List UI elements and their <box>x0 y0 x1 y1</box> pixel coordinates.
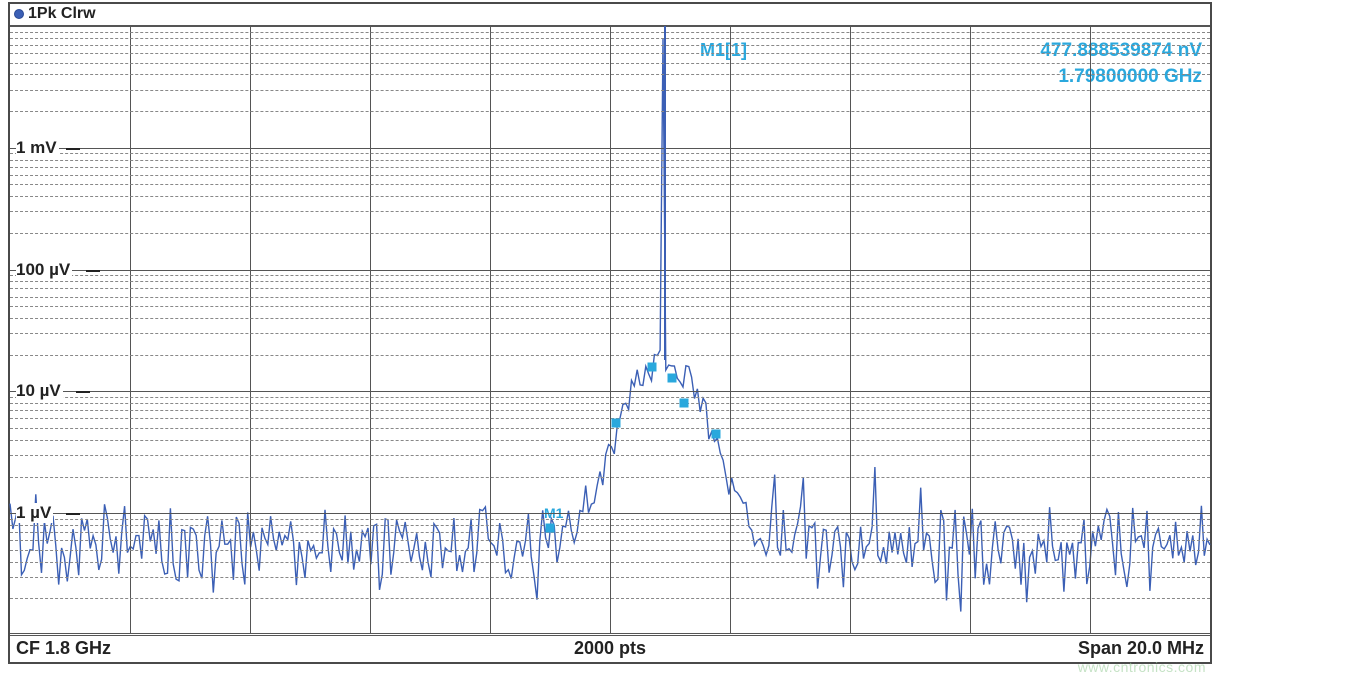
gridline-horizontal-minor <box>10 577 1210 578</box>
gridline-horizontal-minor <box>10 550 1210 551</box>
watermark: www.cntronics.com <box>1078 659 1206 675</box>
marker-point <box>546 524 555 533</box>
y-axis-label: 10 µV <box>16 381 63 401</box>
gridline-horizontal-minor <box>10 281 1210 282</box>
gridline-horizontal-minor <box>10 63 1210 64</box>
trace-header: 1Pk Clrw <box>10 4 1210 24</box>
gridline-horizontal-minor <box>10 333 1210 334</box>
gridline-vertical <box>730 26 731 633</box>
gridline-horizontal-minor <box>10 519 1210 520</box>
gridline-horizontal-minor <box>10 397 1210 398</box>
gridline-horizontal-minor <box>10 410 1210 411</box>
y-axis-tick <box>86 270 100 272</box>
gridline-vertical <box>370 26 371 633</box>
gridline-horizontal-minor <box>10 297 1210 298</box>
gridline-horizontal-minor <box>10 418 1210 419</box>
gridline-horizontal-minor <box>10 403 1210 404</box>
trace-indicator-dot <box>14 9 24 19</box>
gridline-horizontal-minor <box>10 233 1210 234</box>
gridline-horizontal-minor <box>10 306 1210 307</box>
peak-stem <box>664 26 666 360</box>
gridline-horizontal-major <box>10 148 1210 149</box>
spectrum-plot[interactable]: M1[1] 477.888539874 nV 1.79800000 GHz M1… <box>10 25 1210 634</box>
gridline-horizontal-minor <box>10 74 1210 75</box>
gridline-horizontal-minor <box>10 455 1210 456</box>
gridline-horizontal-minor <box>10 440 1210 441</box>
marker-point <box>648 362 657 371</box>
gridline-horizontal-minor <box>10 532 1210 533</box>
gridline-horizontal-major <box>10 270 1210 271</box>
gridline-horizontal-minor <box>10 111 1210 112</box>
gridline-horizontal-minor <box>10 196 1210 197</box>
gridline-horizontal-minor <box>10 288 1210 289</box>
analyzer-window: 1Pk Clrw M1[1] 477.888539874 nV 1.798000… <box>8 2 1212 664</box>
trace-mode-label: 1Pk Clrw <box>28 5 96 23</box>
y-axis-tick <box>66 513 80 515</box>
gridline-vertical <box>250 26 251 633</box>
y-axis-label: 1 mV <box>16 138 59 158</box>
marker-point <box>612 419 621 428</box>
sweep-points-readout: 2000 pts <box>412 638 808 659</box>
gridline-horizontal-minor <box>10 184 1210 185</box>
gridline-horizontal-minor <box>10 540 1210 541</box>
gridline-horizontal-minor <box>10 160 1210 161</box>
gridline-horizontal-minor <box>10 211 1210 212</box>
y-axis-label: 1 µV <box>16 503 53 523</box>
gridline-horizontal-minor <box>10 275 1210 276</box>
gridline-vertical <box>970 26 971 633</box>
gridline-horizontal-minor <box>10 318 1210 319</box>
gridline-horizontal-major <box>10 391 1210 392</box>
gridline-horizontal-minor <box>10 53 1210 54</box>
gridline-horizontal-minor <box>10 90 1210 91</box>
span-readout: Span 20.0 MHz <box>808 638 1204 659</box>
gridline-vertical <box>850 26 851 633</box>
gridline-horizontal-major <box>10 26 1210 27</box>
marker-frequency: 1.79800000 GHz <box>1058 66 1202 88</box>
gridline-horizontal-minor <box>10 525 1210 526</box>
gridline-horizontal-minor <box>10 38 1210 39</box>
marker-point <box>680 399 689 408</box>
y-axis-tick <box>66 148 80 150</box>
gridline-horizontal-minor <box>10 32 1210 33</box>
gridline-vertical <box>1090 26 1091 633</box>
gridline-horizontal-minor <box>10 153 1210 154</box>
marker-point <box>668 373 677 382</box>
marker-amplitude: 477.888539874 nV <box>1040 40 1202 62</box>
gridline-vertical <box>610 26 611 633</box>
gridline-horizontal-minor <box>10 167 1210 168</box>
y-axis-tick <box>76 391 90 393</box>
gridline-horizontal-minor <box>10 598 1210 599</box>
gridline-horizontal-minor <box>10 562 1210 563</box>
gridline-vertical <box>490 26 491 633</box>
center-frequency-readout: CF 1.8 GHz <box>16 638 412 659</box>
gridline-horizontal-minor <box>10 428 1210 429</box>
gridline-vertical <box>130 26 131 633</box>
marker-point <box>711 429 720 438</box>
y-axis-label: 100 µV <box>16 260 72 280</box>
gridline-horizontal-minor <box>10 477 1210 478</box>
marker-name: M1[1] <box>700 40 747 61</box>
gridline-horizontal-minor <box>10 355 1210 356</box>
gridline-horizontal-minor <box>10 175 1210 176</box>
status-bar: CF 1.8 GHz 2000 pts Span 20.0 MHz <box>10 634 1210 662</box>
gridline-horizontal-minor <box>10 45 1210 46</box>
gridline-horizontal-major <box>10 513 1210 514</box>
